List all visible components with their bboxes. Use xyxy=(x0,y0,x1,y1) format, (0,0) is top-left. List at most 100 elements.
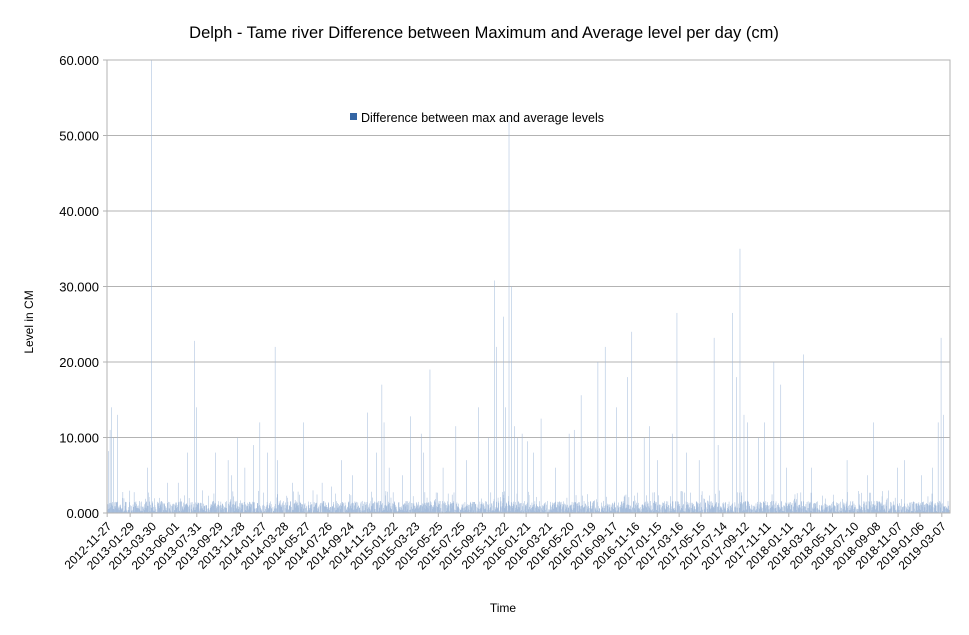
bar xyxy=(948,509,949,513)
bar xyxy=(399,509,401,513)
bar xyxy=(172,506,174,513)
bar xyxy=(756,510,757,513)
bar xyxy=(790,502,791,513)
bar xyxy=(637,504,638,513)
bar xyxy=(411,503,412,513)
bar xyxy=(336,509,337,513)
bar xyxy=(835,506,836,513)
bar xyxy=(560,501,562,513)
bar xyxy=(655,503,656,513)
bar xyxy=(109,429,111,513)
bar xyxy=(336,501,337,513)
bar xyxy=(787,505,788,513)
bar xyxy=(568,433,570,513)
bar xyxy=(714,505,716,513)
bar xyxy=(590,501,591,513)
bar xyxy=(399,508,400,513)
bar xyxy=(430,504,431,513)
bar xyxy=(847,492,848,513)
bar xyxy=(565,509,567,513)
bar xyxy=(563,510,565,513)
bar xyxy=(854,508,855,513)
bar xyxy=(497,508,498,513)
bar xyxy=(302,510,303,513)
bar xyxy=(602,509,604,513)
y-tick-label: 40.000 xyxy=(59,204,99,219)
bar xyxy=(659,504,661,513)
bar xyxy=(479,509,480,513)
bar xyxy=(276,497,278,513)
bar xyxy=(906,508,907,513)
bar xyxy=(806,510,807,513)
bar xyxy=(473,501,475,513)
bar xyxy=(906,503,908,513)
bar xyxy=(406,504,408,513)
bar xyxy=(947,508,948,513)
bar xyxy=(878,511,879,513)
bar xyxy=(290,501,292,513)
bar xyxy=(720,506,721,513)
bar xyxy=(538,507,540,513)
bar xyxy=(433,507,434,513)
bar xyxy=(812,507,814,513)
bar xyxy=(275,504,276,513)
bar xyxy=(808,504,810,513)
bar xyxy=(350,504,351,513)
bar xyxy=(530,508,532,513)
bar xyxy=(816,511,818,513)
bar xyxy=(551,506,552,513)
bar xyxy=(615,510,616,513)
bar xyxy=(514,426,515,513)
bar xyxy=(783,505,784,513)
bar xyxy=(145,503,147,513)
bar xyxy=(630,506,631,513)
bar xyxy=(904,506,906,513)
bar xyxy=(156,511,158,513)
bar xyxy=(651,510,652,513)
bar xyxy=(851,509,852,513)
bar xyxy=(888,508,890,513)
bar xyxy=(343,502,344,513)
bar xyxy=(632,507,634,513)
bar xyxy=(898,505,899,513)
bar xyxy=(526,505,528,513)
bar xyxy=(437,492,438,513)
bar xyxy=(431,511,432,513)
bar xyxy=(308,510,310,513)
bar xyxy=(694,506,695,513)
bar xyxy=(908,505,909,513)
bar xyxy=(224,507,225,513)
bar xyxy=(943,506,944,513)
bar xyxy=(172,504,173,513)
bar xyxy=(371,491,372,513)
bar xyxy=(531,502,533,513)
bar xyxy=(860,508,861,513)
bar xyxy=(341,460,342,513)
bar xyxy=(913,501,914,513)
bar xyxy=(939,501,940,513)
bar xyxy=(492,510,493,513)
bar xyxy=(921,505,923,513)
bar xyxy=(890,508,892,513)
bar xyxy=(458,511,460,513)
bar xyxy=(350,495,352,513)
bar xyxy=(742,504,743,513)
bar xyxy=(503,498,505,513)
bar xyxy=(838,503,839,513)
bar xyxy=(379,507,380,513)
bar xyxy=(823,510,825,513)
bar xyxy=(455,503,457,513)
bar xyxy=(500,501,502,513)
bar xyxy=(429,369,431,513)
bar xyxy=(784,505,785,513)
bar xyxy=(804,506,806,513)
bar xyxy=(775,508,776,513)
bar xyxy=(465,506,466,513)
bar xyxy=(749,508,751,513)
bar xyxy=(179,511,180,513)
bar xyxy=(115,507,117,513)
bar xyxy=(830,506,832,513)
bar xyxy=(567,508,569,513)
bar xyxy=(415,506,417,513)
bar xyxy=(515,507,516,513)
